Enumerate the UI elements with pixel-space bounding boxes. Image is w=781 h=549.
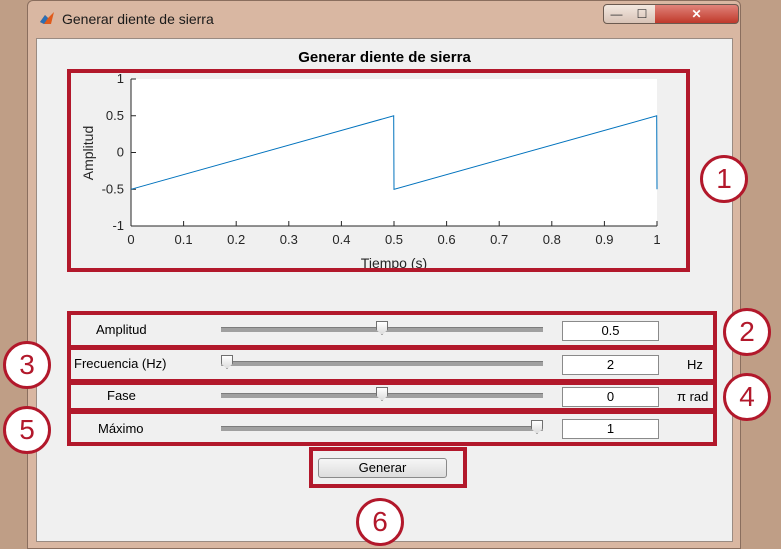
maximo-slider-thumb[interactable]	[531, 420, 543, 434]
maximo-highlight-box	[67, 410, 717, 446]
callout-5: 5	[3, 406, 51, 454]
callout-6: 6	[356, 498, 404, 546]
fase-slider[interactable]	[221, 387, 543, 401]
minimize-button[interactable]: —	[603, 4, 630, 24]
frecuencia-label: Frecuencia (Hz)	[74, 356, 167, 371]
generar-button[interactable]: Generar	[318, 458, 447, 478]
maximize-button[interactable]: ☐	[629, 4, 656, 24]
frecuencia-slider[interactable]	[221, 355, 543, 369]
figure-title: Generar diente de sierra	[298, 49, 471, 66]
maximo-input[interactable]: 1	[562, 419, 659, 439]
maximo-label: Máximo	[98, 421, 144, 436]
title-bar[interactable]: Generar diente de sierra — ☐ ✕	[28, 1, 740, 37]
frecuencia-input[interactable]: 2	[562, 355, 659, 375]
frecuencia-unit: Hz	[687, 357, 703, 372]
fase-slider-thumb[interactable]	[376, 387, 388, 401]
amplitud-input[interactable]: 0.5	[562, 321, 659, 341]
amplitud-label: Amplitud	[96, 322, 147, 337]
amplitud-slider[interactable]	[221, 321, 543, 335]
callout-3: 3	[3, 341, 51, 389]
frecuencia-slider-thumb[interactable]	[221, 355, 233, 369]
fase-label: Fase	[107, 388, 136, 403]
maximo-slider[interactable]	[221, 420, 543, 434]
generar-highlight-box	[309, 447, 467, 488]
matlab-icon	[40, 12, 54, 24]
window-title: Generar diente de sierra	[62, 11, 214, 27]
callout-1: 1	[700, 155, 748, 203]
callout-4: 4	[723, 373, 771, 421]
fase-unit: π rad	[677, 389, 709, 404]
amplitud-slider-thumb[interactable]	[376, 321, 388, 335]
fase-input[interactable]: 0	[562, 387, 659, 407]
callout-2: 2	[723, 308, 771, 356]
close-button[interactable]: ✕	[655, 4, 739, 24]
plot-highlight-box	[67, 69, 690, 272]
